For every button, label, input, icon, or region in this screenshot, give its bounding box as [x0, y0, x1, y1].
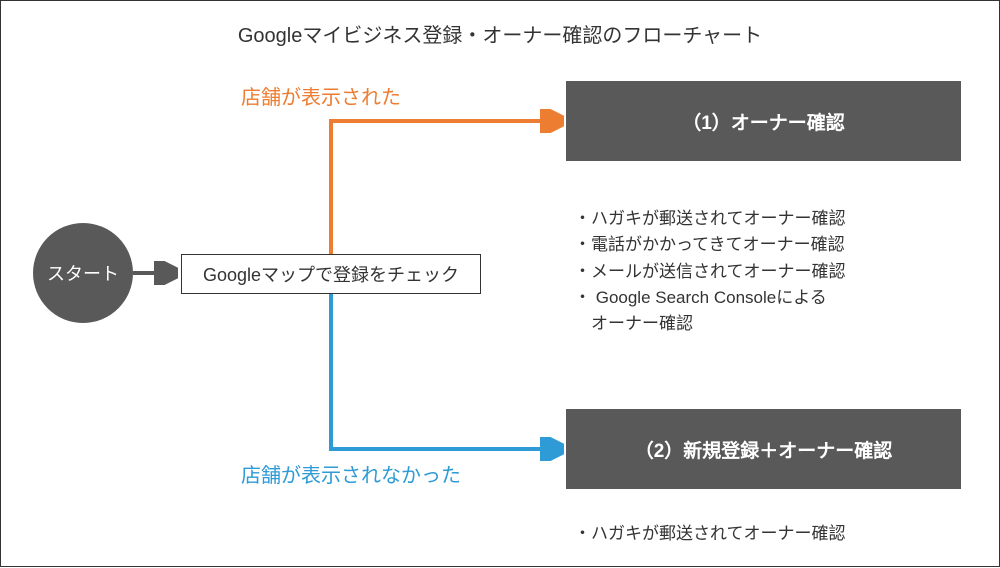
node-box2-label: （2）新規登録＋オーナー確認 — [635, 436, 893, 463]
edge-check-to-box1 — [331, 121, 559, 254]
node-start: スタート — [33, 223, 133, 323]
bullet-item: ・ハガキが郵送されてオーナー確認 — [574, 206, 846, 232]
bullets-box2: ・ハガキが郵送されてオーナー確認 — [574, 521, 846, 547]
edge-label-displayed: 店舗が表示された — [241, 81, 401, 110]
node-box1-label: （1）オーナー確認 — [682, 108, 845, 135]
chart-title: Googleマイビジネス登録・オーナー確認のフローチャート — [1, 19, 999, 48]
node-check-label: Googleマップで登録をチェック — [203, 261, 459, 287]
node-box1: （1）オーナー確認 — [566, 81, 961, 161]
edge-label-not-displayed: 店舗が表示されなかった — [241, 459, 461, 488]
bullet-item: ・メールが送信されてオーナー確認 — [574, 259, 846, 285]
edge-check-to-box2 — [331, 294, 559, 449]
flowchart-canvas: Googleマイビジネス登録・オーナー確認のフローチャート スタート Googl… — [0, 0, 1000, 567]
bullets-box1: ・ハガキが郵送されてオーナー確認・電話がかかってきてオーナー確認・メールが送信さ… — [574, 206, 846, 338]
bullet-item: ・電話がかかってきてオーナー確認 — [574, 232, 846, 258]
node-check: Googleマップで登録をチェック — [181, 254, 481, 294]
bullet-item: オーナー確認 — [574, 311, 846, 337]
bullet-item: ・ Google Search Consoleによる — [574, 285, 846, 311]
bullet-item: ・ハガキが郵送されてオーナー確認 — [574, 521, 846, 547]
node-start-label: スタート — [47, 260, 119, 286]
node-box2: （2）新規登録＋オーナー確認 — [566, 409, 961, 489]
